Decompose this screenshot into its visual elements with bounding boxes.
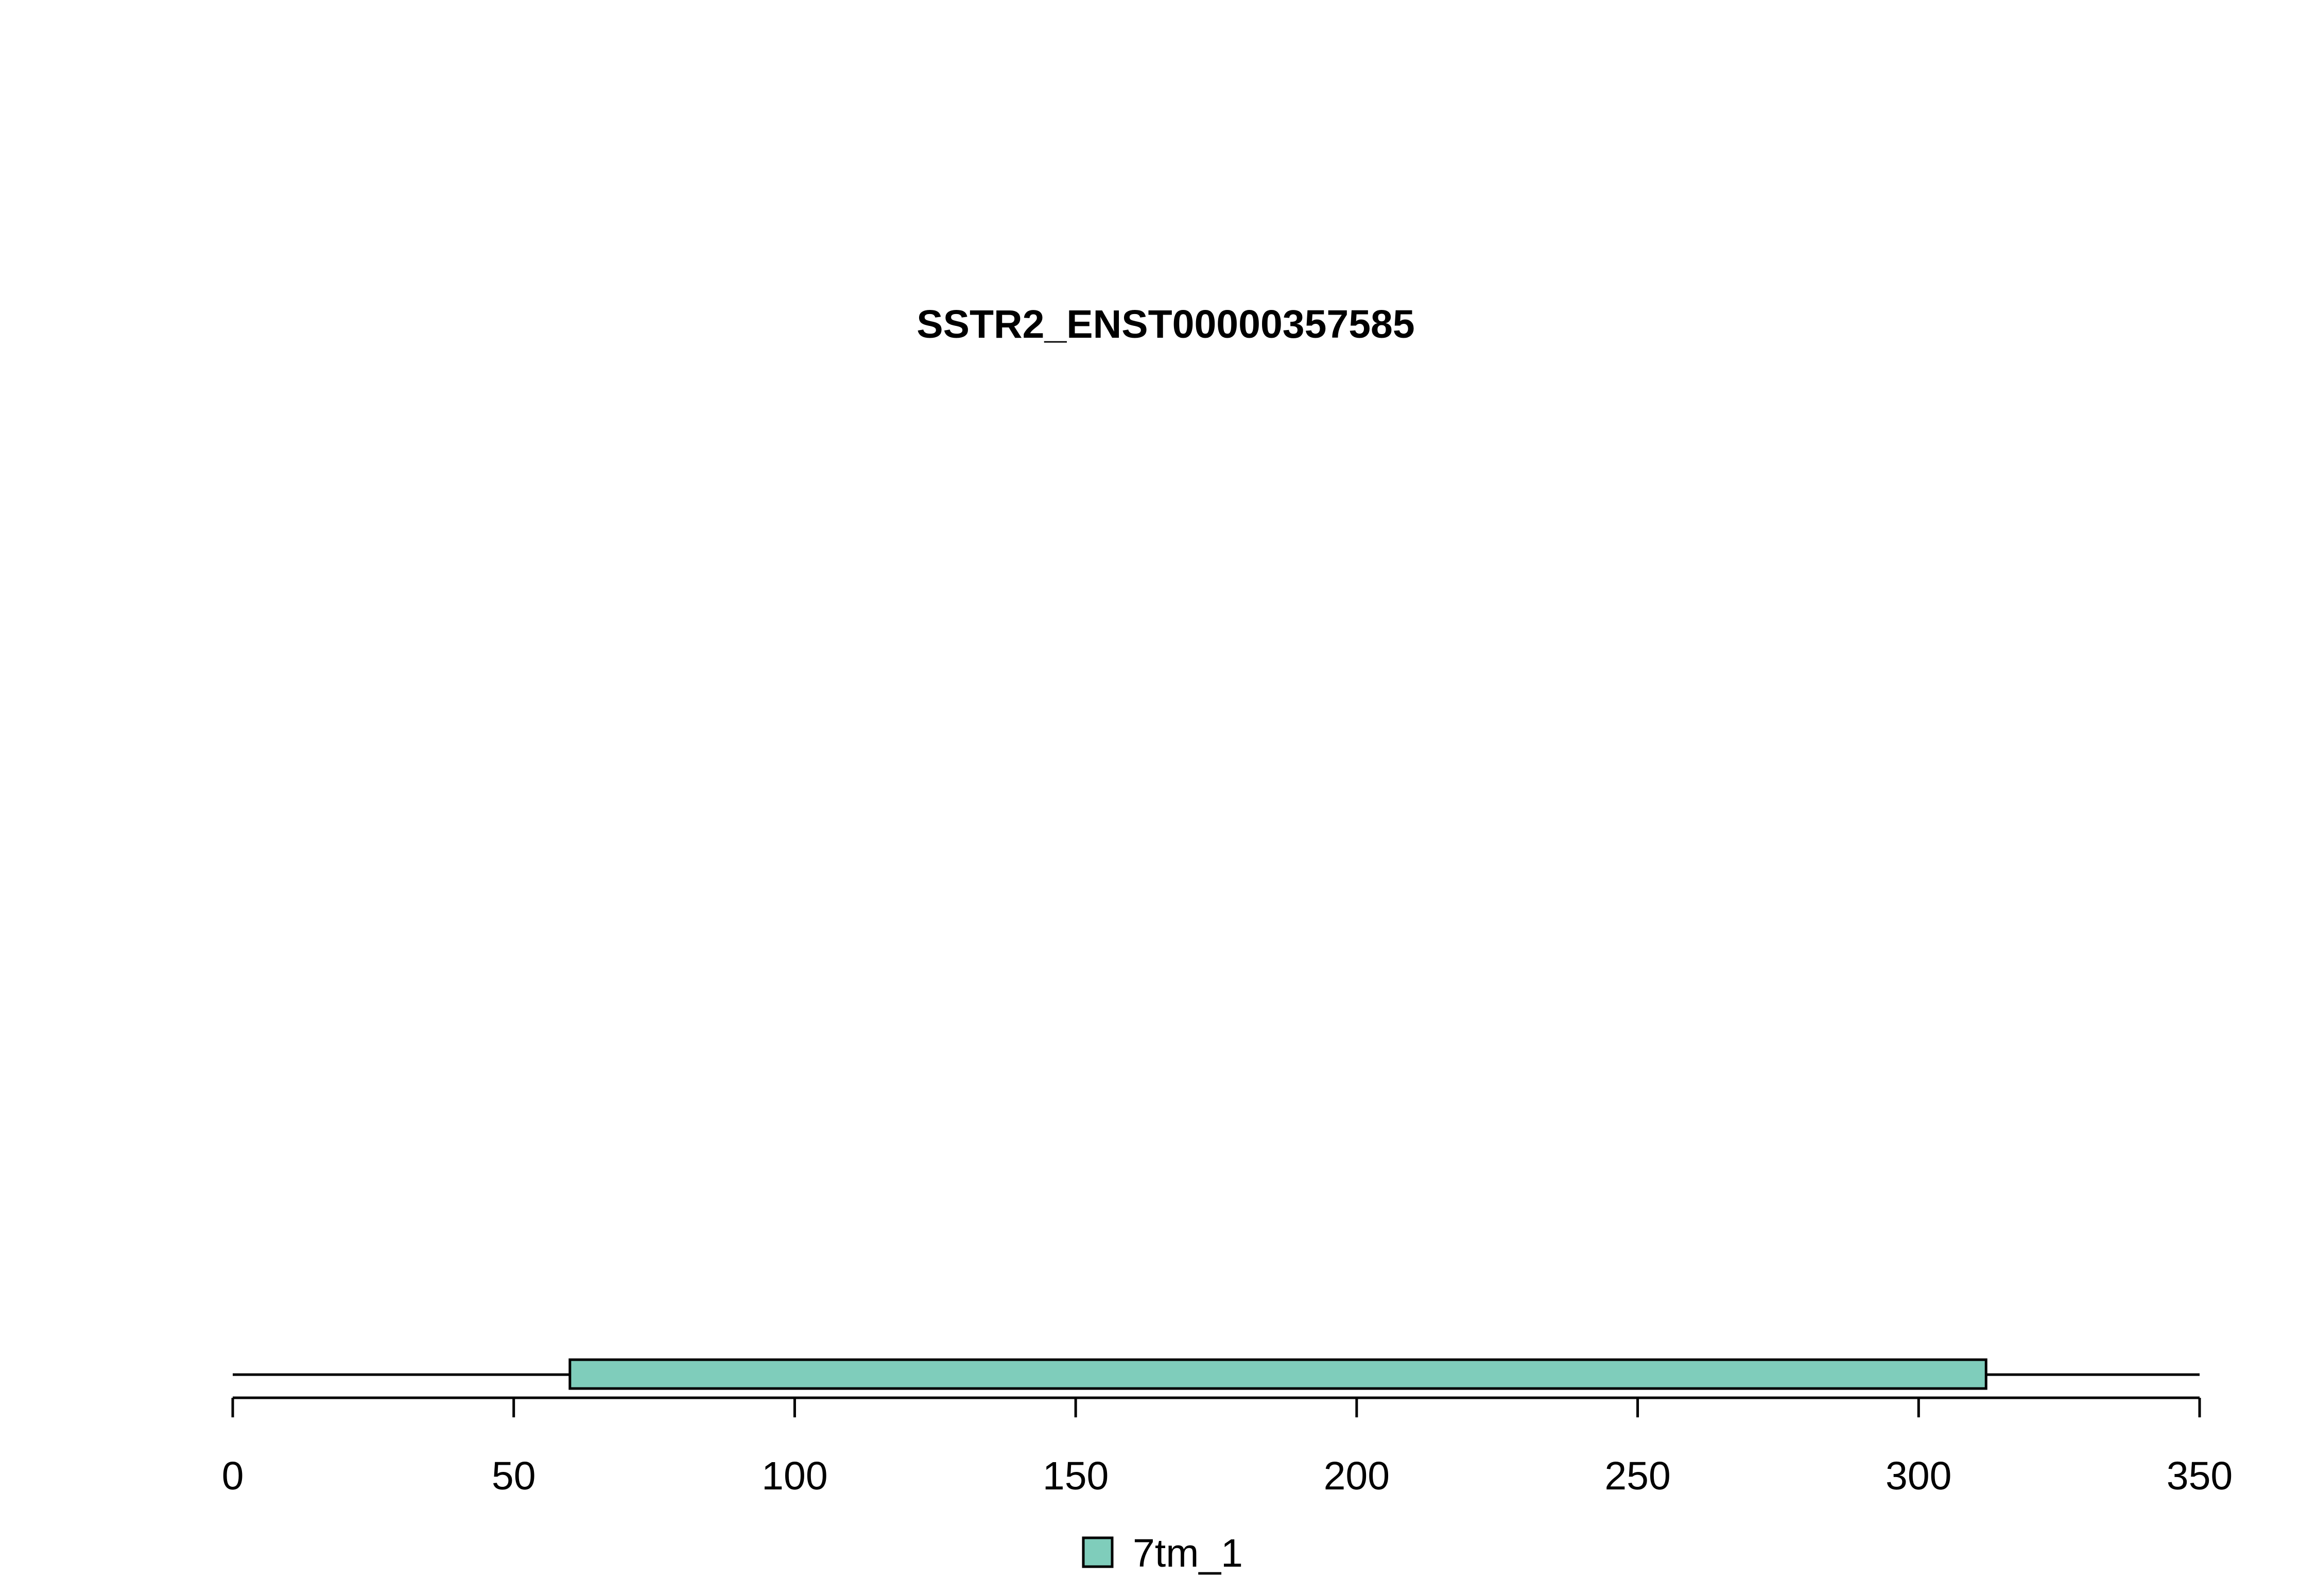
- chart-title: SSTR2_ENST00000357585: [917, 302, 1414, 346]
- x-tick-label-100: 100: [762, 1454, 827, 1498]
- x-tick-label-0: 0: [222, 1454, 244, 1498]
- domain-box-7tm-1: [570, 1360, 1986, 1389]
- x-tick-label-50: 50: [492, 1454, 536, 1498]
- legend-swatch-7tm-1: [1083, 1538, 1112, 1567]
- x-tick-label-300: 300: [1886, 1454, 1951, 1498]
- x-tick-label-150: 150: [1043, 1454, 1109, 1498]
- x-tick-label-250: 250: [1604, 1454, 1670, 1498]
- x-tick-label-200: 200: [1324, 1454, 1390, 1498]
- x-tick-label-350: 350: [2167, 1454, 2233, 1498]
- legend-label-7tm-1: 7tm_1: [1133, 1531, 1243, 1575]
